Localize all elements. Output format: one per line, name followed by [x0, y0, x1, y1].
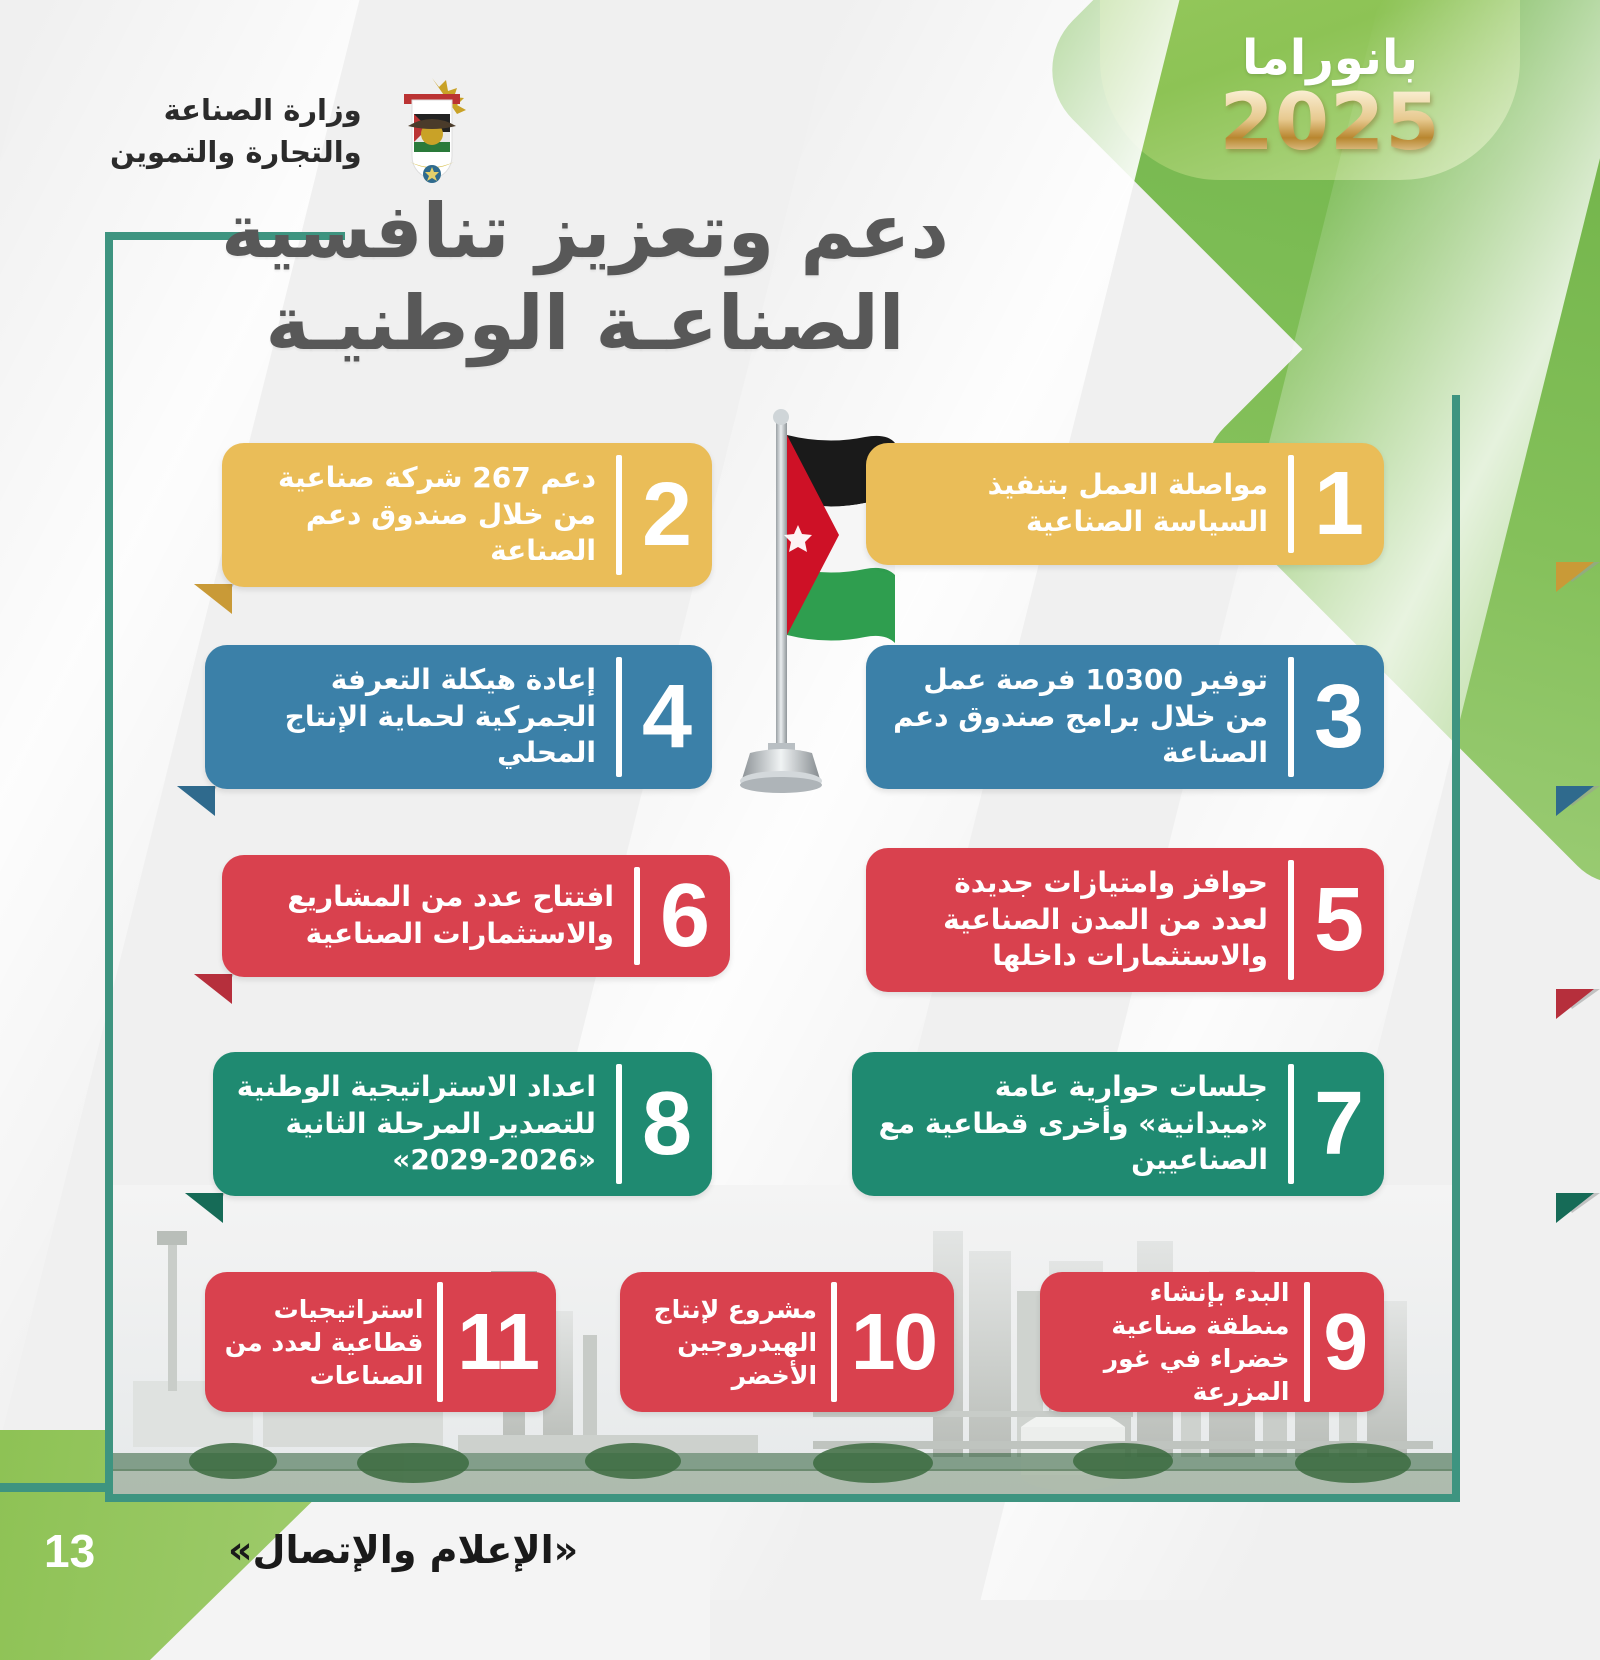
item-text-4: إعادة هيكلة التعرفة الجمركية لحماية الإن… — [284, 662, 596, 770]
item-card-1[interactable]: 1 مواصلة العمل بتنفيذ السياسة الصناعية — [866, 443, 1384, 565]
item-number-10: 10 — [851, 1297, 938, 1386]
item-text-7: جلسات حوارية عامة «ميدانية» وأخرى قطاعية… — [878, 1069, 1268, 1177]
frame-border-right — [1452, 395, 1460, 1502]
item-card-11[interactable]: 11 استراتيجيات قطاعية لعدد من الصناعات — [205, 1272, 556, 1412]
item-text-1: مواصلة العمل بتنفيذ السياسة الصناعية — [987, 468, 1268, 538]
item-number-9: 9 — [1323, 1297, 1368, 1386]
item-card-8[interactable]: 8 اعداد الاستراتيجية الوطنية للتصدير الم… — [213, 1052, 712, 1196]
item-card-3[interactable]: 3 توفير 10300 فرصة عمل من خلال برامج صند… — [866, 645, 1384, 789]
item-separator — [615, 657, 622, 777]
item-separator — [615, 1064, 622, 1184]
item-card-2[interactable]: 2 دعم 267 شركة صناعية من خلال صندوق دعم … — [222, 443, 712, 587]
frame-border-top — [105, 232, 345, 240]
jordan-coat-of-arms-icon — [384, 70, 480, 192]
item-text-3: توفير 10300 فرصة عمل من خلال برامج صندوق… — [893, 662, 1268, 770]
item-number-11: 11 — [457, 1297, 540, 1386]
item-text-9: البدء بإنشاء منطقة صناعية خضراء في غور ا… — [1103, 1278, 1290, 1406]
frame-border-bottom — [105, 1494, 1460, 1502]
item-separator — [633, 867, 640, 965]
panorama-logo: بانوراما 2025 — [1190, 30, 1470, 162]
item-text-11: استراتيجيات قطاعية لعدد من الصناعات — [224, 1294, 424, 1390]
item-text-10: مشروع لإنتاج الهيدروجين الأخضر — [653, 1294, 818, 1390]
item-text-5: حوافز وامتيازات جديدة لعدد من المدن الصن… — [943, 865, 1268, 973]
page-number: 13 — [44, 1525, 96, 1577]
ministry-name-line2: والتجارة والتموين — [110, 135, 362, 169]
item-card-5[interactable]: 5 حوافز وامتيازات جديدة لعدد من المدن ال… — [866, 848, 1384, 992]
item-card-7[interactable]: 7 جلسات حوارية عامة «ميدانية» وأخرى قطاع… — [852, 1052, 1384, 1196]
item-text-8: اعداد الاستراتيجية الوطنية للتصدير المرح… — [236, 1069, 596, 1177]
item-number-6: 6 — [659, 866, 710, 966]
item-number-4: 4 — [641, 667, 692, 767]
item-separator — [1287, 657, 1294, 777]
item-separator — [1287, 455, 1294, 553]
page-title-line2: الصناعـة الوطنيـة — [265, 278, 905, 367]
item-separator — [437, 1282, 444, 1402]
panorama-word: بانوراما — [1242, 30, 1418, 86]
item-number-7: 7 — [1313, 1074, 1364, 1174]
item-text-6: افتتاح عدد من المشاريع والاستثمارات الصن… — [287, 880, 614, 950]
item-separator — [831, 1282, 838, 1402]
frame-border-left — [105, 232, 113, 1502]
item-separator — [1303, 1282, 1310, 1402]
item-separator — [1287, 1064, 1294, 1184]
page-title: دعم وتعزيز تنافسية الصناعـة الوطنيـة — [0, 186, 1170, 369]
item-card-10[interactable]: 10 مشروع لإنتاج الهيدروجين الأخضر — [620, 1272, 954, 1412]
item-number-2: 2 — [641, 465, 692, 565]
item-separator — [615, 455, 622, 575]
page-title-line1: دعم وتعزيز تنافسية — [221, 187, 949, 275]
item-number-5: 5 — [1313, 870, 1364, 970]
ministry-name: وزارة الصناعة والتجارة والتموين — [110, 89, 362, 173]
ministry-branding: وزارة الصناعة والتجارة والتموين — [110, 70, 480, 192]
item-card-9[interactable]: 9 البدء بإنشاء منطقة صناعية خضراء في غور… — [1040, 1272, 1384, 1412]
panorama-year: 2025 — [1190, 84, 1470, 162]
item-card-4[interactable]: 4 إعادة هيكلة التعرفة الجمركية لحماية ال… — [205, 645, 712, 789]
department-label: «الإعلام والإتصال» — [228, 1528, 579, 1572]
ministry-name-line1: وزارة الصناعة — [163, 92, 362, 127]
item-text-2: دعم 267 شركة صناعية من خلال صندوق دعم ال… — [278, 460, 596, 568]
item-number-3: 3 — [1313, 667, 1364, 767]
item-card-6[interactable]: 6 افتتاح عدد من المشاريع والاستثمارات ال… — [222, 855, 730, 977]
page-header: وزارة الصناعة والتجارة والتموين بانوراما… — [0, 30, 1600, 220]
item-number-8: 8 — [641, 1074, 692, 1174]
item-number-1: 1 — [1313, 454, 1364, 554]
item-separator — [1287, 860, 1294, 980]
